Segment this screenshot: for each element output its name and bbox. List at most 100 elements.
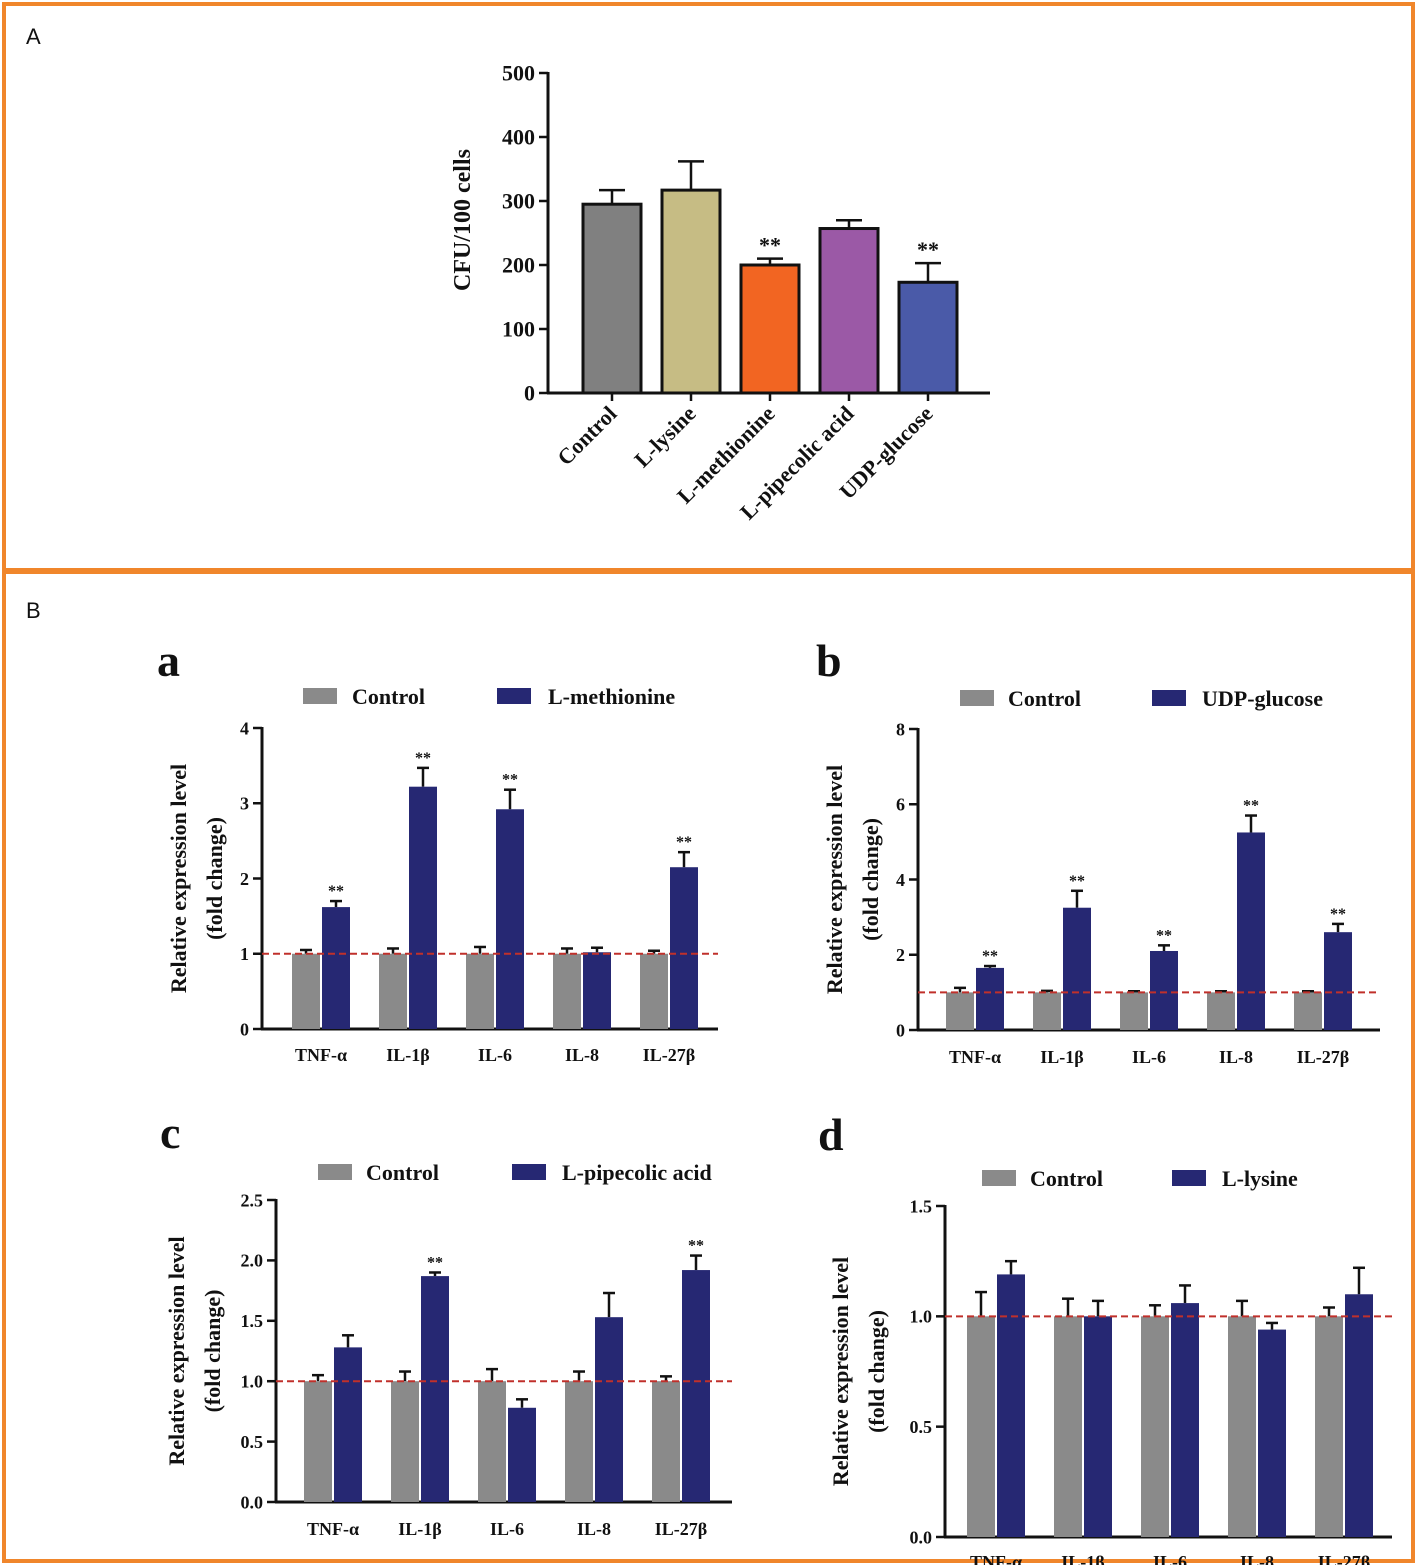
significance-mark: ** — [328, 883, 344, 900]
x-tick-label: IL-1β — [1061, 1552, 1105, 1565]
bar-control — [292, 953, 320, 1029]
y-tick-label: 0.0 — [910, 1527, 933, 1547]
legend-label-treatment: L-lysine — [1222, 1166, 1298, 1191]
significance-mark: ** — [688, 1238, 704, 1255]
bar-treatment — [409, 786, 437, 1029]
x-tick-label: IL-6 — [1153, 1552, 1187, 1565]
bar-control — [1315, 1316, 1343, 1537]
y-tick-label: 200 — [502, 253, 535, 278]
y-tick-label: 2.0 — [241, 1251, 264, 1271]
legend-swatch-control — [982, 1170, 1016, 1186]
y-tick-label: 8 — [896, 719, 905, 739]
y-tick-label: 4 — [240, 718, 249, 738]
x-tick-label: IL-6 — [1132, 1047, 1166, 1067]
bar-control — [1120, 992, 1148, 1030]
x-tick-label: IL-1β — [386, 1045, 430, 1065]
legend-label-control: Control — [366, 1160, 439, 1185]
bar-treatment — [583, 952, 611, 1029]
bar-control — [1228, 1316, 1256, 1537]
legend-swatch-control — [318, 1164, 352, 1180]
subpanel-letter: b — [816, 635, 842, 686]
bar-control — [1033, 992, 1061, 1030]
subpanel-letter: d — [818, 1109, 844, 1160]
y-tick-label: 6 — [896, 795, 905, 815]
subpanel-letter: c — [160, 1107, 180, 1158]
legend-label-treatment: UDP-glucose — [1202, 686, 1323, 711]
y-tick-label: 1.5 — [910, 1196, 933, 1216]
x-tick-label: IL-8 — [577, 1519, 611, 1539]
bar-treatment — [508, 1407, 536, 1502]
bar-treatment — [670, 867, 698, 1029]
bar-control — [304, 1381, 332, 1502]
bar-control — [1294, 992, 1322, 1030]
bar-treatment — [322, 907, 350, 1029]
bar-treatment — [1171, 1303, 1199, 1537]
x-tick-label: IL-1β — [398, 1519, 442, 1539]
y-tick-label: 400 — [502, 125, 535, 150]
bar-control — [565, 1381, 593, 1502]
y-axis-title-units: (fold change) — [200, 1290, 225, 1413]
bar-treatment — [334, 1347, 362, 1502]
legend-swatch-control — [303, 688, 337, 704]
legend-swatch-treatment — [1172, 1170, 1206, 1186]
y-tick-label: 0.0 — [241, 1492, 264, 1512]
bar-control — [652, 1381, 680, 1502]
bar-control — [391, 1381, 419, 1502]
bar — [739, 263, 801, 395]
x-tick-label: IL-6 — [478, 1045, 512, 1065]
y-tick-label: 2.5 — [241, 1190, 264, 1210]
x-tick-label: IL-27β — [643, 1045, 696, 1065]
subpanel-letter: a — [157, 635, 180, 686]
panel-b-frame — [2, 570, 1415, 1563]
panel-label-a: A — [26, 24, 41, 49]
y-tick-label: 300 — [502, 189, 535, 214]
x-tick-label: IL-27β — [1318, 1552, 1371, 1565]
y-tick-label: 0 — [240, 1019, 249, 1039]
legend-label-control: Control — [352, 684, 425, 709]
y-axis-title: Relative expression level — [822, 765, 847, 994]
bar-treatment — [1258, 1329, 1286, 1537]
x-tick-label: IL-6 — [490, 1519, 524, 1539]
y-tick-label: 1.5 — [241, 1311, 264, 1331]
y-tick-label: 0 — [896, 1020, 905, 1040]
legend-label-control: Control — [1008, 686, 1081, 711]
bar-treatment — [496, 809, 524, 1029]
bar-control — [946, 992, 974, 1030]
y-tick-label: 0.5 — [241, 1432, 264, 1452]
bar-treatment — [1150, 950, 1178, 1030]
bar-control — [553, 953, 581, 1029]
y-tick-label: 100 — [502, 317, 535, 342]
bar-treatment — [1063, 907, 1091, 1030]
bar-control — [640, 953, 668, 1029]
legend-swatch-control — [960, 690, 994, 706]
y-tick-label: 1 — [240, 944, 249, 964]
bar-control — [967, 1316, 995, 1537]
bar — [897, 280, 959, 395]
y-axis-title: Relative expression level — [164, 1236, 189, 1465]
bar-treatment — [1324, 932, 1352, 1030]
y-axis-title: Relative expression level — [828, 1257, 853, 1486]
y-axis-title: CFU/100 cells — [450, 149, 476, 291]
legend-label-treatment: L-methionine — [548, 684, 675, 709]
bar-treatment — [1345, 1294, 1373, 1537]
legend-swatch-treatment — [1152, 690, 1186, 706]
significance-mark: ** — [1069, 873, 1085, 890]
legend-swatch-treatment — [497, 688, 531, 704]
y-tick-label: 0 — [524, 381, 535, 406]
bar-control — [1207, 992, 1235, 1030]
y-tick-label: 1.0 — [241, 1372, 264, 1392]
bar-control — [379, 953, 407, 1029]
bar-control — [478, 1381, 506, 1502]
x-tick-label: IL-8 — [1219, 1047, 1253, 1067]
bar-treatment — [682, 1270, 710, 1502]
significance-mark: ** — [427, 1254, 443, 1271]
x-tick-label: TNF-α — [970, 1552, 1022, 1565]
significance-mark: ** — [759, 233, 781, 258]
panel-label-b: B — [26, 598, 41, 623]
significance-mark: ** — [1243, 798, 1259, 815]
x-tick-label: Control — [552, 401, 621, 470]
significance-mark: ** — [415, 750, 431, 767]
x-tick-label: IL-8 — [565, 1045, 599, 1065]
bar — [818, 227, 880, 395]
y-tick-label: 0.5 — [910, 1417, 933, 1437]
